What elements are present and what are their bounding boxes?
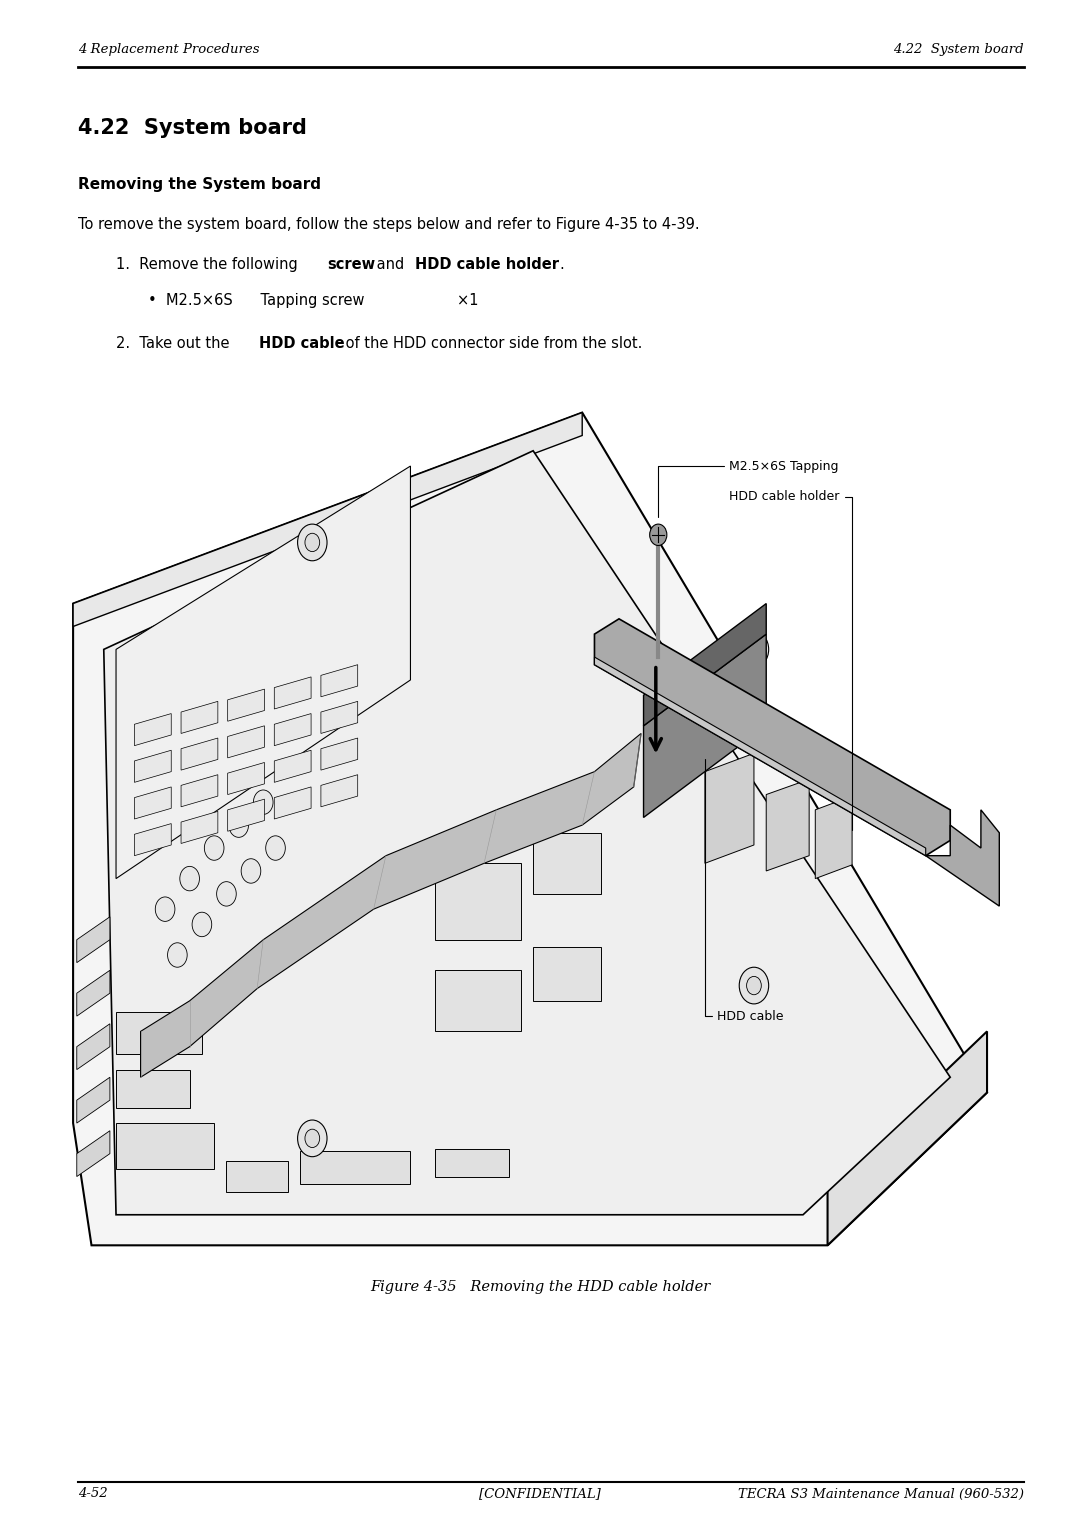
FancyBboxPatch shape: [116, 1012, 202, 1054]
Circle shape: [305, 533, 320, 552]
Polygon shape: [134, 787, 172, 819]
FancyBboxPatch shape: [534, 947, 600, 1001]
Circle shape: [746, 640, 761, 659]
Polygon shape: [73, 413, 987, 1245]
FancyBboxPatch shape: [435, 1149, 509, 1177]
Polygon shape: [77, 1024, 110, 1070]
Polygon shape: [181, 811, 218, 843]
Polygon shape: [644, 634, 766, 817]
Circle shape: [254, 790, 273, 814]
Polygon shape: [321, 738, 357, 770]
Polygon shape: [181, 738, 218, 770]
Text: 4 Replacement Procedures: 4 Replacement Procedures: [78, 43, 259, 55]
Circle shape: [739, 631, 769, 668]
Polygon shape: [274, 750, 311, 782]
Text: Removing the System board: Removing the System board: [78, 177, 321, 193]
Polygon shape: [181, 701, 218, 733]
Polygon shape: [321, 775, 357, 807]
Circle shape: [217, 882, 237, 906]
Polygon shape: [644, 604, 766, 726]
Polygon shape: [321, 665, 357, 697]
Polygon shape: [827, 1031, 987, 1245]
Polygon shape: [77, 970, 110, 1016]
FancyBboxPatch shape: [116, 1123, 214, 1169]
Polygon shape: [134, 824, 172, 856]
Polygon shape: [321, 701, 357, 733]
Circle shape: [241, 859, 260, 883]
Polygon shape: [274, 714, 311, 746]
Text: Figure 4-35   Removing the HDD cable holder: Figure 4-35 Removing the HDD cable holde…: [369, 1280, 711, 1294]
Circle shape: [746, 976, 761, 995]
Polygon shape: [77, 1077, 110, 1123]
FancyBboxPatch shape: [435, 970, 521, 1031]
Polygon shape: [228, 726, 265, 758]
Text: of the HDD connector side from the slot.: of the HDD connector side from the slot.: [340, 336, 643, 351]
Circle shape: [180, 866, 200, 891]
FancyBboxPatch shape: [227, 1161, 287, 1192]
FancyBboxPatch shape: [534, 833, 600, 894]
Polygon shape: [926, 810, 999, 906]
Text: 4.22  System board: 4.22 System board: [78, 118, 307, 138]
Circle shape: [167, 943, 187, 967]
Circle shape: [229, 813, 248, 837]
Circle shape: [298, 1120, 327, 1157]
Text: screw: screw: [327, 257, 375, 272]
Polygon shape: [73, 413, 582, 626]
FancyBboxPatch shape: [300, 1151, 410, 1184]
Polygon shape: [116, 466, 410, 879]
FancyBboxPatch shape: [116, 1070, 190, 1108]
Text: 4-52: 4-52: [78, 1487, 107, 1500]
Text: [CONFIDENTIAL]: [CONFIDENTIAL]: [480, 1487, 600, 1500]
Polygon shape: [594, 657, 926, 856]
Polygon shape: [77, 917, 110, 963]
Circle shape: [266, 836, 285, 860]
Polygon shape: [815, 796, 852, 879]
Text: 1.  Remove the following: 1. Remove the following: [116, 257, 302, 272]
Text: TECRA S3 Maintenance Manual (960-532): TECRA S3 Maintenance Manual (960-532): [738, 1487, 1024, 1500]
Text: M2.5×6S Tapping: M2.5×6S Tapping: [659, 460, 839, 516]
FancyBboxPatch shape: [435, 863, 521, 940]
Text: and: and: [373, 257, 409, 272]
Circle shape: [305, 1129, 320, 1148]
Text: HDD cable holder: HDD cable holder: [415, 257, 558, 272]
Circle shape: [298, 524, 327, 561]
Circle shape: [739, 967, 769, 1004]
Polygon shape: [228, 762, 265, 795]
Polygon shape: [594, 619, 950, 856]
Text: HDD cable holder: HDD cable holder: [729, 490, 852, 830]
Polygon shape: [766, 779, 809, 871]
Polygon shape: [228, 689, 265, 721]
Text: •  M2.5×6S      Tapping screw                    ×1: • M2.5×6S Tapping screw ×1: [148, 293, 478, 309]
Text: HDD cable: HDD cable: [259, 336, 345, 351]
Circle shape: [204, 836, 224, 860]
Polygon shape: [274, 787, 311, 819]
Polygon shape: [274, 677, 311, 709]
Circle shape: [650, 524, 666, 545]
Polygon shape: [705, 753, 754, 863]
Polygon shape: [77, 1131, 110, 1177]
Polygon shape: [134, 714, 172, 746]
Text: 2.  Take out the: 2. Take out the: [116, 336, 233, 351]
Text: 4.22  System board: 4.22 System board: [893, 43, 1024, 55]
Circle shape: [192, 912, 212, 937]
Polygon shape: [140, 733, 642, 1077]
Text: .: .: [559, 257, 564, 272]
Circle shape: [156, 897, 175, 921]
Polygon shape: [181, 775, 218, 807]
Polygon shape: [228, 799, 265, 831]
Text: HDD cable: HDD cable: [705, 759, 784, 1022]
Text: To remove the system board, follow the steps below and refer to Figure 4-35 to 4: To remove the system board, follow the s…: [78, 217, 700, 232]
Polygon shape: [104, 451, 950, 1215]
Polygon shape: [134, 750, 172, 782]
